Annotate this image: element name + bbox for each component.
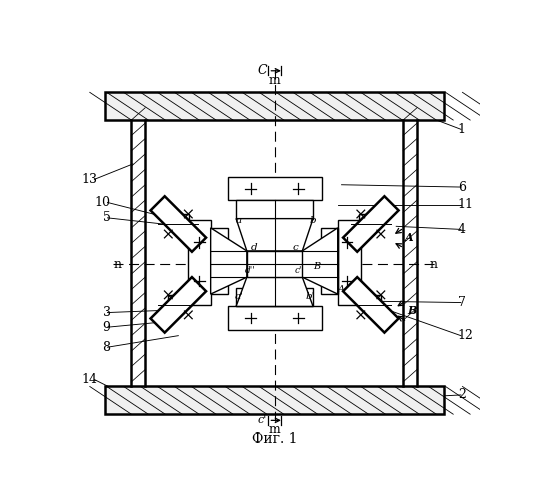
- Polygon shape: [343, 277, 399, 332]
- Bar: [227, 177, 322, 200]
- Bar: [227, 306, 322, 330]
- Polygon shape: [236, 218, 313, 251]
- Text: b: b: [309, 216, 316, 224]
- Bar: [236, 288, 313, 306]
- Text: B: B: [314, 262, 320, 271]
- Bar: [236, 200, 313, 218]
- Text: A: A: [405, 232, 414, 242]
- Text: C: C: [257, 64, 267, 76]
- Bar: [360, 214, 381, 227]
- Text: m: m: [269, 74, 280, 86]
- Text: 6: 6: [458, 180, 466, 194]
- Text: 8: 8: [103, 340, 111, 353]
- Text: d: d: [250, 244, 257, 252]
- Text: c: c: [293, 244, 298, 252]
- Polygon shape: [236, 277, 313, 306]
- Text: c': c': [258, 414, 267, 424]
- Text: 13: 13: [81, 173, 97, 186]
- Polygon shape: [150, 196, 206, 252]
- Text: Фиг. 1: Фиг. 1: [252, 432, 297, 446]
- Bar: [338, 220, 361, 305]
- Text: B: B: [408, 304, 417, 316]
- Bar: [167, 214, 189, 227]
- Bar: [360, 295, 381, 308]
- Bar: [105, 92, 444, 120]
- Polygon shape: [302, 228, 338, 294]
- Text: 1: 1: [458, 123, 466, 136]
- Text: d'': d'': [246, 266, 256, 274]
- Polygon shape: [211, 228, 247, 294]
- Bar: [211, 228, 227, 294]
- Bar: [105, 386, 444, 414]
- Text: 4: 4: [458, 223, 466, 236]
- Text: b': b': [305, 292, 315, 301]
- Polygon shape: [343, 196, 399, 252]
- Text: 11: 11: [458, 198, 474, 211]
- Bar: [167, 295, 189, 308]
- Text: 2: 2: [458, 388, 465, 402]
- Text: 9: 9: [103, 320, 111, 334]
- Bar: [321, 228, 338, 294]
- Text: n: n: [113, 258, 121, 270]
- Text: c': c': [295, 266, 302, 274]
- Text: 5: 5: [103, 212, 111, 224]
- Bar: [105, 92, 444, 120]
- Text: 12: 12: [458, 329, 473, 342]
- Text: A: A: [338, 285, 345, 294]
- Text: a: a: [236, 216, 242, 224]
- Polygon shape: [150, 277, 206, 332]
- Text: a': a': [235, 292, 243, 301]
- Text: n: n: [429, 258, 437, 270]
- Text: 7: 7: [458, 296, 465, 309]
- Text: m: m: [269, 423, 280, 436]
- Text: 14: 14: [81, 373, 97, 386]
- Text: 3: 3: [103, 306, 111, 319]
- Bar: [188, 220, 211, 305]
- Text: 10: 10: [95, 196, 111, 209]
- Bar: [247, 251, 302, 277]
